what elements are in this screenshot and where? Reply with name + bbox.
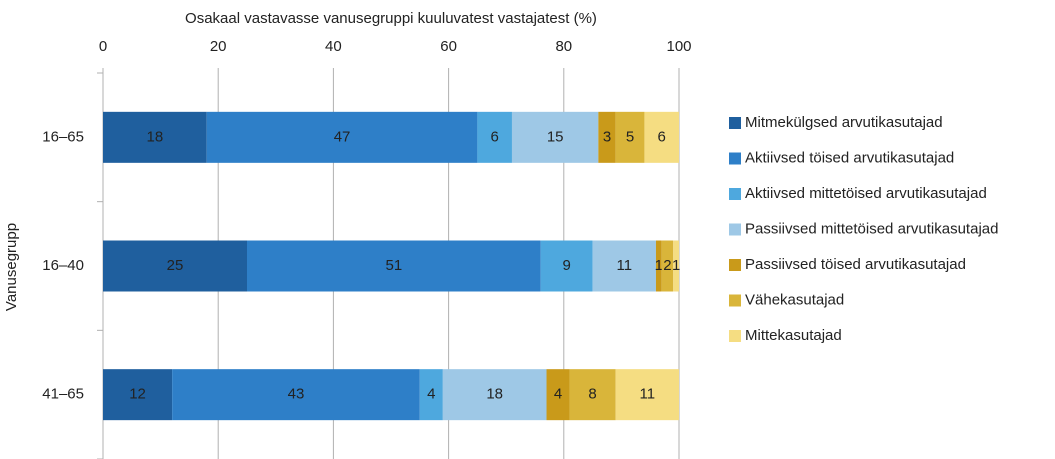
bar-segment — [103, 111, 207, 163]
bar-segment — [540, 240, 593, 292]
data-label: 6 — [658, 128, 666, 145]
bar-segment — [103, 240, 247, 292]
data-label: 1 — [655, 257, 663, 274]
x-axis-title: Osakaal vastavasse vanusegruppi kuuluvat… — [185, 10, 597, 27]
data-label: 51 — [386, 257, 403, 274]
bar-segment — [673, 240, 679, 292]
legend-label: Aktiivsed mittetöised arvutikasutajad — [745, 185, 987, 202]
legend-swatch — [729, 223, 741, 236]
x-tick-label: 0 — [99, 38, 107, 55]
data-label: 2 — [663, 257, 671, 274]
bar-segment — [644, 111, 679, 163]
legend-label: Passiivsed töised arvutikasutajad — [745, 256, 966, 273]
data-label: 1 — [672, 257, 680, 274]
bar-segment — [661, 240, 674, 292]
data-label: 47 — [334, 128, 351, 145]
bar-segment — [172, 369, 420, 421]
data-label: 12 — [129, 386, 146, 403]
data-label: 15 — [547, 128, 564, 145]
x-tick-label: 60 — [440, 38, 457, 55]
data-label: 8 — [588, 386, 596, 403]
bar-segment — [546, 369, 570, 421]
legend-label: Vähekasutajad — [745, 291, 844, 308]
bar-segment — [569, 369, 616, 421]
data-label: 6 — [491, 128, 499, 145]
data-label: 9 — [563, 257, 571, 274]
y-tick-label: 16–65 — [42, 128, 84, 145]
data-label: 43 — [288, 386, 305, 403]
bar-segment — [615, 369, 679, 421]
legend-label: Mitmekülgsed arvutikasutajad — [745, 114, 943, 131]
data-label: 11 — [640, 386, 656, 403]
bar-segment — [511, 111, 599, 163]
x-tick-label: 40 — [325, 38, 342, 55]
bar-segment — [206, 111, 478, 163]
bar-segment — [477, 111, 512, 163]
legend-label: Aktiivsed töised arvutikasutajad — [745, 149, 954, 166]
x-tick-label: 80 — [555, 38, 572, 55]
bar-segment — [598, 111, 616, 163]
data-label: 18 — [146, 128, 163, 145]
data-label: 18 — [486, 386, 503, 403]
x-tick-label: 20 — [210, 38, 227, 55]
data-label: 25 — [167, 257, 184, 274]
bar-segment — [655, 240, 662, 292]
legend-swatch — [729, 188, 741, 200]
legend-swatch — [729, 330, 741, 342]
legend-label: Passiivsed mittetöised arvutikasutajad — [745, 220, 998, 237]
legend-swatch — [729, 294, 741, 307]
bar-segment — [615, 111, 645, 163]
data-label: 5 — [626, 128, 634, 145]
bar-segment — [419, 369, 443, 421]
y-tick-label: 16–40 — [42, 257, 84, 274]
legend-label: Mittekasutajad — [745, 327, 842, 344]
data-label: 11 — [616, 257, 632, 274]
legend-swatch — [729, 152, 741, 165]
y-axis-title: Vanusegrupp — [3, 223, 20, 311]
bar-segment — [103, 369, 173, 421]
legend-swatch — [729, 117, 741, 129]
bar-segment — [247, 240, 541, 292]
x-tick-label: 100 — [666, 38, 691, 55]
bar-segment — [442, 369, 547, 421]
data-label: 4 — [427, 386, 435, 403]
data-label: 4 — [554, 386, 562, 403]
bar-segment — [592, 240, 656, 292]
y-tick-label: 41–65 — [42, 386, 84, 403]
data-label: 3 — [603, 128, 611, 145]
legend-swatch — [729, 259, 741, 271]
